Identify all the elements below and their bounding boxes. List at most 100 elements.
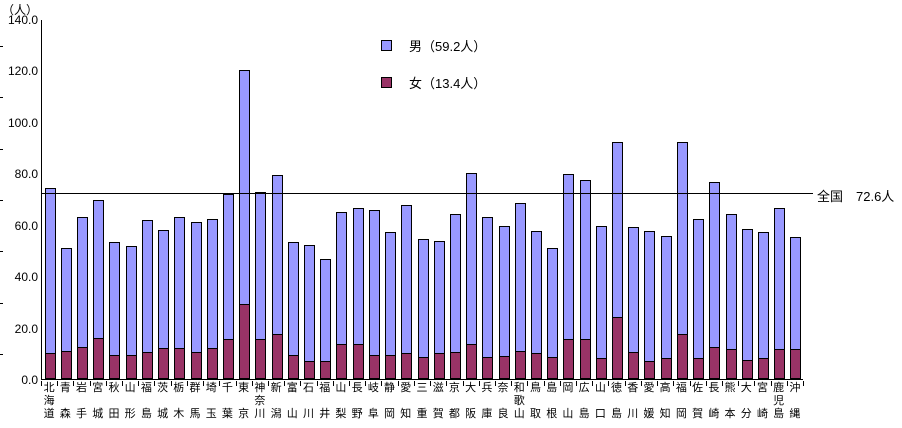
x-axis-label-char [73,395,89,408]
y-axis-unit-label: （人） [2,3,39,17]
x-axis-label-char: 媛 [643,408,655,420]
x-axis-label-char: 山 [513,408,525,420]
x-axis-label: 和歌山 [511,382,527,421]
x-axis-label-char [268,395,284,408]
x-axis-label-char: 兵 [481,382,493,394]
x-category-tick [754,381,756,386]
x-category-tick [105,381,107,386]
x-axis-label-char [365,395,381,408]
y-tick-label: 20.0 [14,321,38,336]
bar-segment-female [417,357,429,379]
x-axis-label: 徳島 [608,382,624,421]
x-axis-label-char [154,395,170,408]
legend-item-male: 男（59.2人） [381,36,486,55]
x-axis-label-char: 香 [627,382,639,394]
bar-segment-female [239,304,251,379]
x-axis-label-char: 福 [140,382,152,394]
x-axis-label: 福島 [138,382,154,421]
x-category-tick [559,381,561,386]
x-axis-label-char: 富 [286,382,298,394]
y-tick-label: 40.0 [14,270,38,285]
x-axis-label: 富山 [284,382,300,421]
bar-segment-female [255,339,267,379]
x-axis-label-char: 取 [529,408,541,420]
bar-segment-female [304,361,315,379]
x-axis-label-char: 奈 [497,382,509,394]
bar-segment-male [287,242,299,356]
bar-segment-female [709,347,721,379]
x-category-tick [186,381,188,386]
x-axis-label-char: 京 [448,382,460,394]
x-axis-label-char [576,395,592,408]
x-axis-label-char: 沖 [789,382,801,394]
bar-segment-male [660,236,672,359]
bar-segment-female [660,358,672,379]
bar-segment-female [547,357,559,379]
x-axis-label-char [284,395,300,408]
bar-segment-female [93,338,105,379]
bar-segment-female [514,351,526,379]
bar-segment-female [498,356,510,379]
x-axis-label-char [333,395,349,408]
x-axis-label-char: 馬 [189,408,201,420]
x-axis-label-char: 岐 [367,382,379,394]
x-axis-label-char: 長 [351,382,363,394]
x-axis-label-char: 重 [416,408,428,420]
x-category-tick [592,381,594,386]
x-axis-label: 滋賀 [430,382,446,421]
x-category-tick [770,381,772,386]
x-axis-label-char: 島 [773,408,785,420]
x-axis-label: 福岡 [673,382,689,421]
x-category-tick [657,381,659,386]
bar-segment-male [222,194,234,340]
x-axis-label: 宮城 [90,382,106,421]
x-axis-label-char [171,395,187,408]
x-axis-label-char: 愛 [643,382,655,394]
x-axis-label-char: 潟 [270,408,282,420]
x-axis-label-char [657,395,673,408]
legend-marker-male-icon [381,40,392,51]
x-axis-label: 香川 [625,382,641,421]
x-axis-label-char [608,395,624,408]
bar-segment-female [271,334,283,379]
x-axis-label-char: 井 [319,408,331,420]
x-axis-label-char: 愛 [400,382,412,394]
y-tick-label: 140.0 [7,13,38,27]
x-axis-label-char [673,395,689,408]
x-axis-label: 千葉 [219,382,235,421]
x-axis-label: 岐阜 [365,382,381,421]
x-axis-label-char: 島 [611,408,623,420]
bar-segment-male [417,239,429,358]
y-tick-label: 0.0 [21,373,38,387]
x-category-tick [640,381,642,386]
x-axis-label-char [706,395,722,408]
bar-segment-female [466,344,478,379]
bar-segment-female [109,355,121,379]
x-axis-label-char: 島 [140,408,152,420]
x-category-tick [446,381,448,386]
y-minor-tick [0,200,3,201]
bar-segment-female [676,334,688,379]
x-axis-label: 青森 [57,382,73,421]
x-axis-label-char: 神 [254,382,266,394]
x-axis-label: 福井 [317,382,333,421]
legend-label-male: 男（59.2人） [409,39,487,54]
x-axis-label-char: 栃 [173,382,185,394]
x-category-tick [203,381,205,386]
legend-marker-female-icon [381,77,392,88]
x-axis-label: 静岡 [381,382,397,421]
x-axis-label-char [592,395,608,408]
x-axis-label-char: 奈 [254,395,266,407]
bar-segment-female [206,348,218,379]
x-axis-label-char: 徳 [611,382,623,394]
x-category-tick [300,381,302,386]
national-average-line [41,193,813,194]
x-axis-label: 山口 [592,382,608,421]
x-axis-label-char: 野 [351,408,363,420]
x-axis-label-char [219,395,235,408]
bar-segment-female [60,351,72,379]
bar-segment-male [320,259,332,362]
x-axis-label-char: 熊 [724,382,736,394]
x-axis-label-char [430,395,446,408]
bar-segment-male [77,217,89,348]
